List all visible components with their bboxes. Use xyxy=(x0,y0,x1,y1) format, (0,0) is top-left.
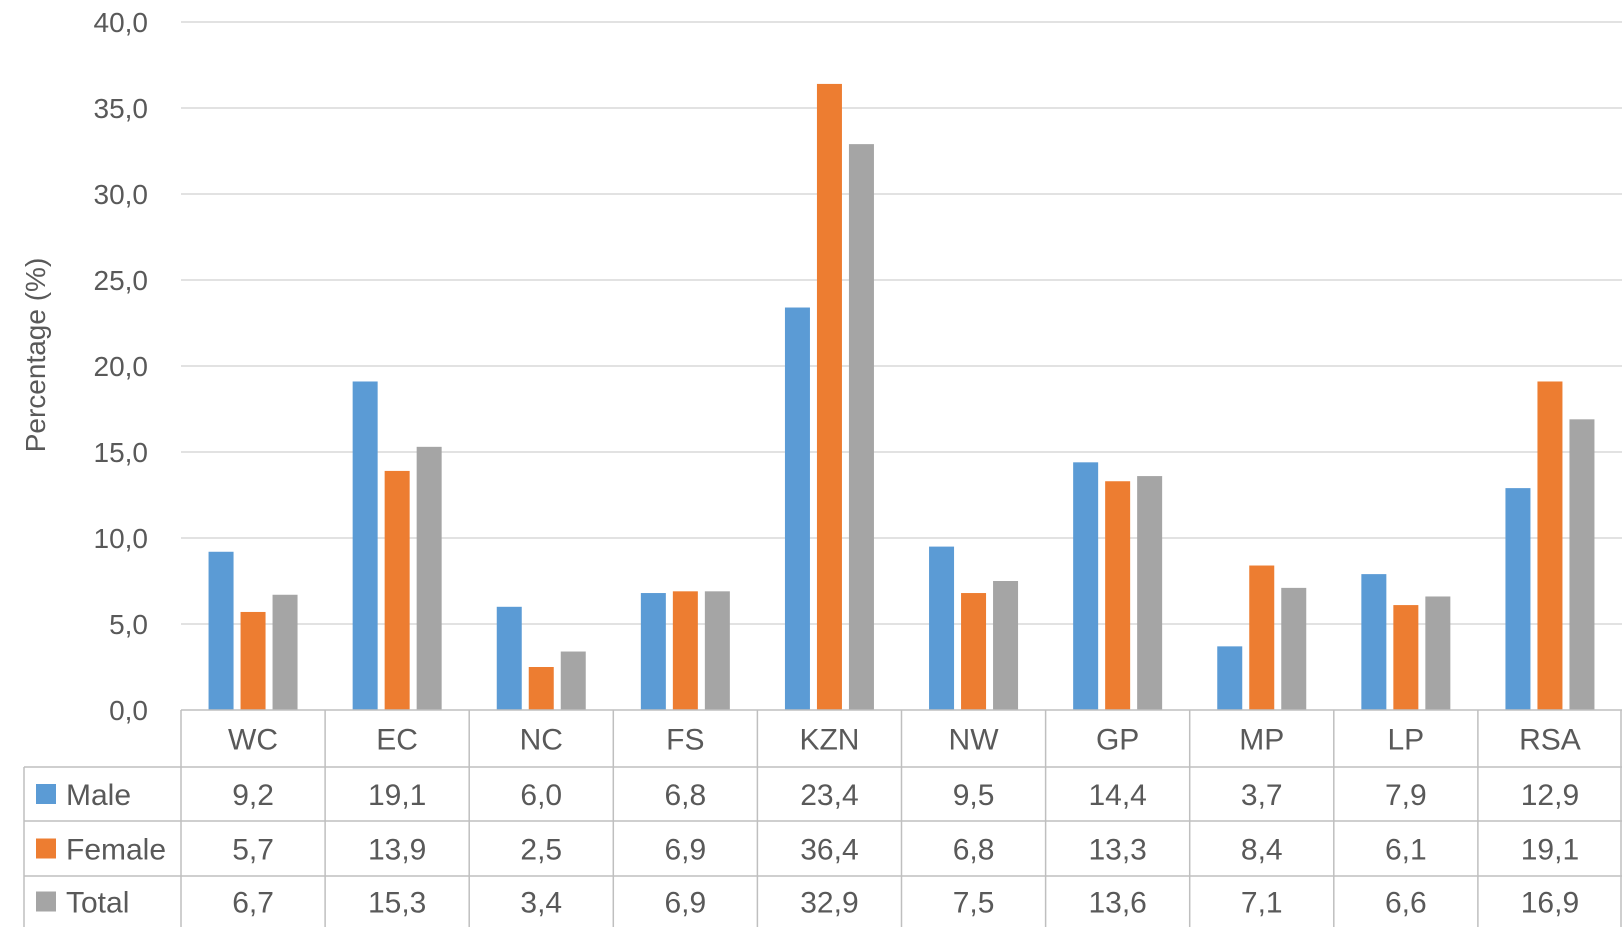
y-tick-label: 30,0 xyxy=(94,179,149,210)
legend-label-male: Male xyxy=(66,779,131,812)
data-label: 7,5 xyxy=(953,887,995,920)
bars xyxy=(208,83,1595,711)
data-label: 6,9 xyxy=(664,887,706,920)
bar-female xyxy=(1537,381,1563,710)
legend-label-total: Total xyxy=(66,887,129,920)
y-axis-label: Percentage (%) xyxy=(20,258,51,453)
y-tick-label: 25,0 xyxy=(94,265,149,296)
data-label: 6,8 xyxy=(953,834,995,867)
category-label: NC xyxy=(520,724,563,757)
bar-total xyxy=(1137,476,1163,710)
bar-female xyxy=(1105,481,1131,710)
category-label: RSA xyxy=(1519,724,1581,757)
category-label: NW xyxy=(949,724,1000,757)
legend-swatch-male xyxy=(36,784,56,804)
category-label: KZN xyxy=(799,724,859,757)
data-label: 6,1 xyxy=(1385,834,1427,867)
category-label: EC xyxy=(376,724,418,757)
data-label: 8,4 xyxy=(1241,834,1283,867)
data-label: 23,4 xyxy=(800,779,858,812)
legend-swatch-female xyxy=(36,838,56,859)
data-table: WC EC NC FS KZN NW GP MP LP RSA Male 9,2 19,1 6,0 6,8 2… xyxy=(23,709,1622,927)
data-label: 7,9 xyxy=(1385,779,1427,812)
bar-total xyxy=(993,581,1019,710)
bar-male xyxy=(784,307,810,710)
bar-male xyxy=(1505,488,1531,710)
data-label: 6,6 xyxy=(1385,887,1427,920)
y-tick-label: 15,0 xyxy=(94,437,149,468)
category-label: FS xyxy=(666,724,704,757)
bar-total xyxy=(272,594,298,710)
category-label: LP xyxy=(1387,724,1424,757)
bar-female xyxy=(816,83,842,711)
bar-female xyxy=(240,611,266,710)
data-label: 5,7 xyxy=(232,834,274,867)
data-label: 3,4 xyxy=(520,887,562,920)
bar-male xyxy=(640,593,666,710)
legend-swatch-total xyxy=(36,891,56,912)
bar-total xyxy=(704,591,730,710)
bar-total xyxy=(1569,419,1595,710)
data-label: 6,9 xyxy=(664,834,706,867)
y-tick-label: 10,0 xyxy=(94,523,149,554)
category-label: MP xyxy=(1239,724,1284,757)
y-tick-label: 5,0 xyxy=(109,609,148,640)
y-axis-ticks: 0,0 5,0 10,0 15,0 20,0 25,0 30,0 35,0 40,0 xyxy=(94,7,149,726)
data-label: 16,9 xyxy=(1521,887,1579,920)
bar-male xyxy=(496,606,522,710)
data-label: 12,9 xyxy=(1521,779,1579,812)
data-label: 9,5 xyxy=(953,779,995,812)
data-label: 19,1 xyxy=(1521,834,1579,867)
data-label: 13,3 xyxy=(1088,834,1146,867)
bar-total xyxy=(560,651,586,710)
y-tick-label: 20,0 xyxy=(94,351,149,382)
bar-female xyxy=(1249,565,1275,710)
y-tick-label: 0,0 xyxy=(109,695,148,726)
data-label: 36,4 xyxy=(800,834,858,867)
data-label: 6,0 xyxy=(520,779,562,812)
bar-total xyxy=(1425,596,1451,710)
bar-male xyxy=(352,381,378,710)
data-label: 32,9 xyxy=(800,887,858,920)
bar-total xyxy=(416,446,442,710)
bar-female xyxy=(528,667,554,710)
bar-male xyxy=(208,551,234,710)
bar-male xyxy=(1217,646,1243,710)
bar-male xyxy=(929,546,955,710)
bar-female xyxy=(1393,605,1419,710)
bar-total xyxy=(848,144,874,710)
data-label: 15,3 xyxy=(368,887,426,920)
data-label: 3,7 xyxy=(1241,779,1283,812)
legend-label-female: Female xyxy=(66,834,166,867)
data-label: 13,6 xyxy=(1088,887,1146,920)
y-tick-label: 40,0 xyxy=(94,7,149,38)
bar-female xyxy=(961,593,987,710)
category-label: WC xyxy=(228,724,278,757)
data-label: 14,4 xyxy=(1088,779,1146,812)
data-label: 7,1 xyxy=(1241,887,1283,920)
data-label: 6,7 xyxy=(232,887,274,920)
data-label: 2,5 xyxy=(520,834,562,867)
y-tick-label: 35,0 xyxy=(94,93,149,124)
bar-female xyxy=(384,470,410,710)
data-label: 9,2 xyxy=(232,779,274,812)
bar-male xyxy=(1073,462,1099,710)
bar-female xyxy=(672,591,698,710)
bar-male xyxy=(1361,574,1387,710)
data-label: 13,9 xyxy=(368,834,426,867)
bar-total xyxy=(1281,587,1307,710)
data-label: 19,1 xyxy=(368,779,426,812)
data-label: 6,8 xyxy=(664,779,706,812)
category-label: GP xyxy=(1096,724,1139,757)
